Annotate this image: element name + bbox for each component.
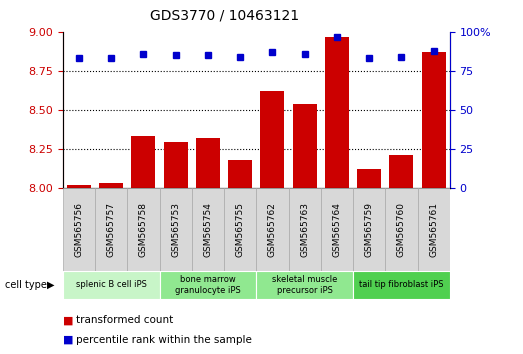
Text: GSM565759: GSM565759 xyxy=(365,202,373,257)
Bar xyxy=(160,271,256,299)
Text: GSM565755: GSM565755 xyxy=(236,202,245,257)
Bar xyxy=(321,188,353,271)
Text: bone marrow
granulocyte iPS: bone marrow granulocyte iPS xyxy=(175,275,241,295)
Text: skeletal muscle
precursor iPS: skeletal muscle precursor iPS xyxy=(272,275,337,295)
Bar xyxy=(196,138,220,354)
Text: GSM565762: GSM565762 xyxy=(268,202,277,257)
Bar xyxy=(289,188,321,271)
Text: GSM565761: GSM565761 xyxy=(429,202,438,257)
Text: GDS3770 / 10463121: GDS3770 / 10463121 xyxy=(150,9,300,23)
Bar xyxy=(63,188,95,271)
Text: GSM565753: GSM565753 xyxy=(171,202,180,257)
Bar xyxy=(95,188,127,271)
Bar xyxy=(228,160,252,354)
Bar xyxy=(422,52,446,354)
Bar xyxy=(256,188,289,271)
Text: splenic B cell iPS: splenic B cell iPS xyxy=(76,280,146,290)
Text: tail tip fibroblast iPS: tail tip fibroblast iPS xyxy=(359,280,444,290)
Bar xyxy=(260,91,285,354)
Text: transformed count: transformed count xyxy=(76,315,173,325)
Bar xyxy=(160,188,192,271)
Text: GSM565757: GSM565757 xyxy=(107,202,116,257)
Text: GSM565756: GSM565756 xyxy=(74,202,83,257)
Bar xyxy=(417,188,450,271)
Bar xyxy=(256,271,353,299)
Text: GSM565763: GSM565763 xyxy=(300,202,309,257)
Bar xyxy=(325,36,349,354)
Text: GSM565754: GSM565754 xyxy=(203,202,212,257)
Bar xyxy=(357,169,381,354)
Bar xyxy=(99,183,123,354)
Text: ■: ■ xyxy=(63,335,73,345)
Bar xyxy=(224,188,256,271)
Bar xyxy=(192,188,224,271)
Text: ■: ■ xyxy=(63,315,73,325)
Bar xyxy=(127,188,160,271)
Bar xyxy=(292,103,317,354)
Bar xyxy=(131,136,155,354)
Text: ▶: ▶ xyxy=(48,280,55,290)
Bar xyxy=(389,155,414,354)
Bar xyxy=(164,142,188,354)
Text: GSM565764: GSM565764 xyxy=(333,202,342,257)
Bar xyxy=(67,184,91,354)
Bar xyxy=(385,188,417,271)
Text: percentile rank within the sample: percentile rank within the sample xyxy=(76,335,252,345)
Bar xyxy=(353,271,450,299)
Text: GSM565760: GSM565760 xyxy=(397,202,406,257)
Bar xyxy=(353,188,385,271)
Text: cell type: cell type xyxy=(5,280,47,290)
Text: GSM565758: GSM565758 xyxy=(139,202,148,257)
Bar xyxy=(63,271,160,299)
